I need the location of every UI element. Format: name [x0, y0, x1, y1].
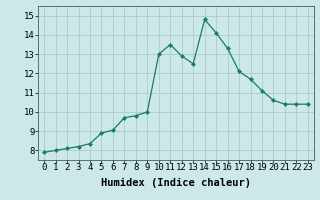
- X-axis label: Humidex (Indice chaleur): Humidex (Indice chaleur): [101, 178, 251, 188]
